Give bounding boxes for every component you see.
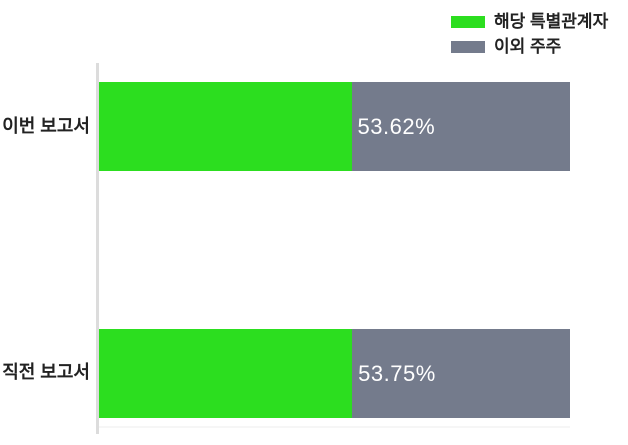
- legend-label-special-related: 해당 특별관계자: [494, 12, 609, 31]
- category-label-previous-report: 직전 보고서: [2, 362, 90, 382]
- bar-segment-green-previous: [99, 329, 353, 418]
- y-axis-line: [96, 63, 99, 434]
- bar-row-previous-report: 53.75%: [99, 329, 570, 418]
- legend-swatch-gray-icon: [451, 40, 485, 53]
- category-label-current-report: 이번 보고서: [2, 116, 90, 136]
- legend-swatch-green-icon: [451, 15, 485, 28]
- bar-row-current-report: 53.62%: [99, 82, 570, 171]
- bar-segment-green-current: [99, 82, 352, 171]
- bar-segment-gray-current: 53.62%: [351, 82, 570, 171]
- x-axis-baseline: [99, 426, 570, 428]
- legend-item-special-related: 해당 특별관계자: [451, 10, 608, 33]
- value-label-current: 53.62%: [357, 113, 436, 139]
- legend-item-other-shareholders: 이외 주주: [451, 35, 608, 58]
- legend-label-other-shareholders: 이외 주주: [494, 37, 562, 56]
- legend: 해당 특별관계자 이외 주주: [451, 10, 608, 58]
- bar-segment-gray-previous: 53.75%: [352, 329, 570, 418]
- value-label-previous: 53.75%: [358, 360, 436, 386]
